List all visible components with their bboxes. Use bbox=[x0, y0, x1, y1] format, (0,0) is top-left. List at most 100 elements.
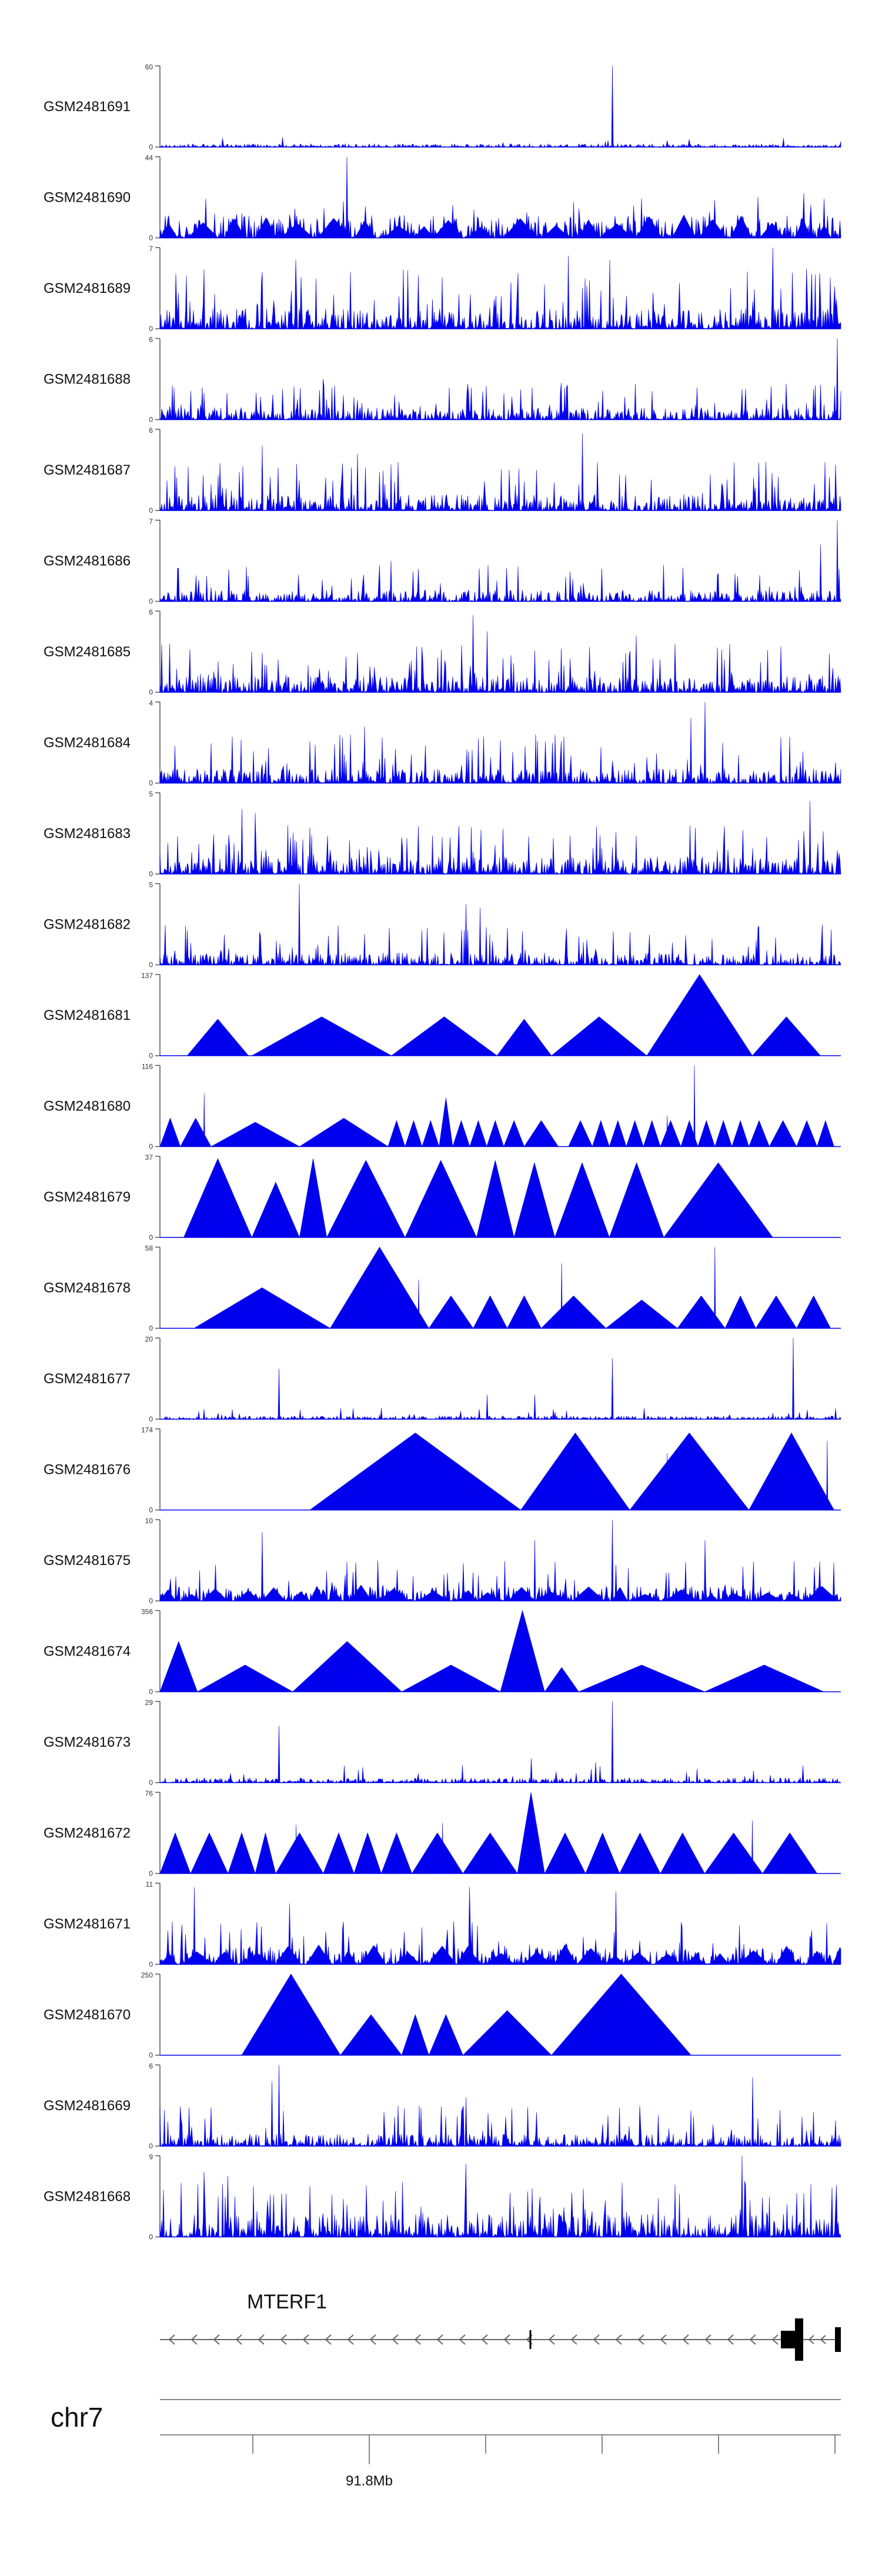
track-GSM2481677: GSM2481677 20 0 bbox=[44, 1335, 841, 1423]
track-ymax-label: 44 bbox=[145, 154, 153, 162]
track-ymin-label: 0 bbox=[149, 1597, 153, 1605]
track-label: GSM2481669 bbox=[44, 2098, 131, 2114]
track-ymax-label: 60 bbox=[145, 63, 153, 71]
track-GSM2481691: GSM2481691 60 0 bbox=[44, 63, 841, 151]
track-ymin-label: 0 bbox=[149, 1688, 153, 1696]
track-ymin-label: 0 bbox=[149, 1233, 153, 1242]
track-signal-area bbox=[159, 1610, 824, 1692]
strand-chevron bbox=[615, 2334, 622, 2345]
gene-exon-block bbox=[795, 2318, 803, 2361]
track-label: GSM2481684 bbox=[44, 735, 131, 751]
track-ymax-label: 5 bbox=[149, 881, 153, 889]
track-ymin-label: 0 bbox=[149, 1506, 153, 1514]
track-signal-area bbox=[159, 1337, 841, 1420]
track-ymax-label: 6 bbox=[149, 608, 153, 616]
track-GSM2481690: GSM2481690 44 0 bbox=[44, 154, 841, 242]
track-ymax-label: 20 bbox=[145, 1335, 153, 1343]
track-signal-area bbox=[186, 974, 821, 1056]
track-ymax-label: 116 bbox=[142, 1063, 153, 1071]
strand-chevron bbox=[503, 2334, 510, 2345]
strand-chevron bbox=[459, 2334, 466, 2345]
track-signal-area bbox=[159, 800, 841, 875]
strand-chevron bbox=[637, 2334, 644, 2345]
track-ymin-label: 0 bbox=[149, 1143, 153, 1151]
track-ymax-label: 137 bbox=[141, 972, 153, 980]
track-GSM2481672: GSM2481672 76 0 bbox=[44, 1790, 841, 1878]
strand-chevron bbox=[660, 2334, 667, 2345]
track-GSM2481670: GSM2481670 250 0 bbox=[44, 1971, 841, 2060]
track-signal-area bbox=[159, 1065, 834, 1147]
track-label: GSM2481678 bbox=[44, 1280, 131, 1296]
track-label: GSM2481670 bbox=[44, 2007, 131, 2023]
track-label: GSM2481691 bbox=[44, 99, 131, 115]
strand-chevron bbox=[481, 2334, 488, 2345]
strand-chevron bbox=[347, 2334, 354, 2345]
genome-axis-track: chr7 91.8Mb bbox=[51, 2399, 841, 2489]
track-ymax-label: 174 bbox=[141, 1426, 153, 1434]
track-signal-area bbox=[193, 1246, 831, 1329]
track-GSM2481687: GSM2481687 6 0 bbox=[44, 426, 841, 515]
chromosome-label: chr7 bbox=[51, 2402, 103, 2432]
track-label: GSM2481680 bbox=[44, 1099, 131, 1115]
strand-chevron bbox=[280, 2334, 287, 2345]
gene-exon-block bbox=[835, 2327, 841, 2352]
strand-chevron bbox=[191, 2334, 198, 2345]
track-GSM2481680: GSM2481680 116 0 bbox=[44, 1063, 841, 1151]
track-ymin-label: 0 bbox=[149, 234, 153, 242]
strand-chevron bbox=[213, 2334, 220, 2345]
track-ymin-label: 0 bbox=[149, 143, 153, 151]
track-ymin-label: 0 bbox=[149, 506, 153, 515]
track-signal-area bbox=[159, 247, 841, 330]
strand-chevron bbox=[436, 2334, 443, 2345]
track-ymin-label: 0 bbox=[149, 779, 153, 788]
strand-chevron bbox=[682, 2334, 689, 2345]
track-ymin-label: 0 bbox=[149, 1960, 153, 1968]
track-signal-area bbox=[159, 2064, 841, 2147]
track-GSM2481674: GSM2481674 356 0 bbox=[44, 1608, 841, 1696]
gene-exon-block bbox=[781, 2331, 795, 2348]
gene-annotation-track: MTERF1 bbox=[160, 2291, 841, 2361]
track-signal-area bbox=[159, 156, 841, 239]
track-GSM2481685: GSM2481685 6 0 bbox=[44, 608, 841, 696]
strand-chevron bbox=[168, 2334, 175, 2345]
track-GSM2481676: GSM2481676 174 0 bbox=[44, 1426, 841, 1514]
track-GSM2481678: GSM2481678 58 0 bbox=[44, 1244, 841, 1333]
track-ymax-label: 9 bbox=[149, 2153, 153, 2161]
track-ymin-label: 0 bbox=[149, 1324, 153, 1333]
genome-axis-ticks bbox=[252, 2435, 836, 2464]
track-ymax-label: 7 bbox=[149, 245, 153, 253]
track-ymax-label: 58 bbox=[145, 1244, 153, 1253]
track-signal-area bbox=[159, 1519, 841, 1602]
track-ymax-label: 356 bbox=[141, 1608, 153, 1616]
track-GSM2481671: GSM2481671 11 0 bbox=[44, 1880, 841, 1968]
track-ymax-label: 5 bbox=[149, 790, 153, 798]
track-GSM2481675: GSM2481675 10 0 bbox=[44, 1517, 841, 1605]
signal-tracks: GSM2481691600GSM2481690440GSM248168970GS… bbox=[44, 63, 841, 2241]
track-ymin-label: 0 bbox=[149, 1870, 153, 1878]
track-label: GSM2481673 bbox=[44, 1734, 131, 1750]
track-signal-area bbox=[159, 1701, 841, 1784]
strand-chevron bbox=[704, 2334, 711, 2345]
track-ymin-label: 0 bbox=[149, 2142, 153, 2150]
track-ymax-label: 250 bbox=[141, 1971, 153, 1980]
track-signal-area bbox=[159, 2155, 841, 2238]
track-signal-area bbox=[159, 1887, 841, 1966]
track-ymax-label: 6 bbox=[149, 426, 153, 435]
track-label: GSM2481681 bbox=[44, 1007, 131, 1023]
track-label: GSM2481672 bbox=[44, 1826, 131, 1841]
strand-chevron bbox=[570, 2334, 577, 2345]
track-label: GSM2481679 bbox=[44, 1189, 131, 1205]
track-ymin-label: 0 bbox=[149, 870, 153, 878]
track-label: GSM2481676 bbox=[44, 1462, 131, 1478]
track-ymax-label: 4 bbox=[149, 699, 153, 708]
track-ymax-label: 29 bbox=[145, 1699, 153, 1707]
track-ymax-label: 6 bbox=[149, 2062, 153, 2070]
track-label: GSM2481685 bbox=[44, 644, 131, 660]
strand-chevron bbox=[414, 2334, 421, 2345]
track-label: GSM2481688 bbox=[44, 372, 131, 388]
track-label: GSM2481683 bbox=[44, 826, 131, 842]
track-label: GSM2481677 bbox=[44, 1371, 131, 1387]
track-signal-area bbox=[241, 1973, 691, 2056]
track-ymax-label: 76 bbox=[145, 1790, 153, 1798]
track-ymin-label: 0 bbox=[149, 2051, 153, 2060]
